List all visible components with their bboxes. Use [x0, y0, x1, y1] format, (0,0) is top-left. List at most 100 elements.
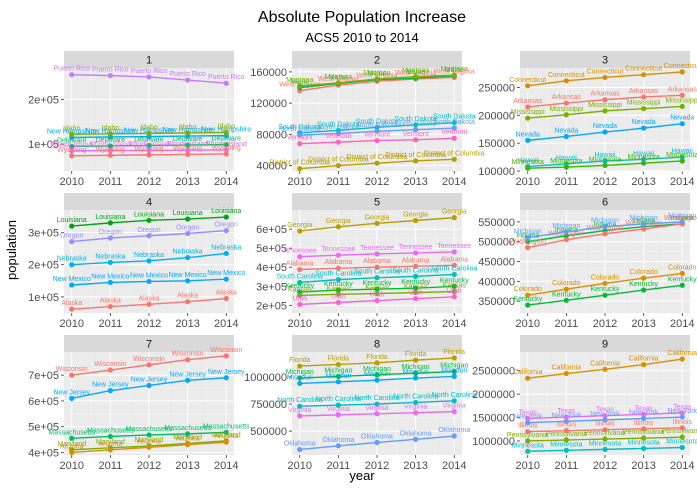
y-tick-label: 5e+05: [256, 243, 287, 255]
data-point: [451, 271, 457, 278]
point-label: Idaho: [63, 125, 81, 132]
data-point: [413, 73, 419, 80]
data-point: [451, 215, 457, 221]
data-point: [69, 262, 75, 268]
data-point: [525, 420, 531, 426]
panel-strip: [292, 335, 462, 352]
point-label: North Carolina: [316, 396, 361, 403]
data-point: [641, 275, 647, 281]
x-tick-label: 2014: [670, 176, 694, 188]
x-tick-label: 2013: [175, 460, 199, 472]
point-label: Texas: [634, 405, 653, 412]
point-label: Massachusetts: [203, 423, 250, 430]
data-point: [525, 165, 531, 171]
point-label: Pennsylvania: [584, 430, 626, 437]
point-label: Kentucky: [285, 283, 314, 290]
data-point: [185, 142, 191, 148]
point-label: New Mexico: [169, 272, 207, 279]
data-point: [297, 292, 303, 299]
x-tick-label: 2012: [593, 460, 617, 472]
point-label: Idaho: [140, 124, 158, 131]
point-label: Kentucky: [668, 276, 697, 283]
data-point: [335, 139, 341, 145]
point-label: Michigan: [363, 366, 391, 373]
point-label: Delaware: [173, 136, 203, 143]
x-tick-label: 2011: [555, 460, 579, 472]
point-label: Arkansas: [668, 86, 697, 93]
data-point: [451, 262, 457, 268]
data-point: [563, 428, 569, 434]
point-label: Florida: [289, 357, 311, 364]
data-point: [335, 277, 341, 283]
data-point: [297, 375, 303, 381]
data-point: [335, 412, 341, 418]
data-point: [679, 92, 685, 98]
series: Alaska Alaska Alaska Alaska Alaska: [61, 290, 237, 312]
point-label: South Dakota: [433, 114, 476, 121]
data-point: [335, 265, 341, 271]
point-label: South Dakota: [279, 124, 322, 131]
point-label: Delaware: [211, 136, 241, 143]
panel-strip-label: 3: [602, 55, 608, 67]
data-point: [525, 415, 531, 422]
x-tick-label: 2010: [515, 460, 539, 472]
point-label: Kansas: [443, 283, 467, 290]
data-point: [185, 151, 191, 158]
point-label: Arkansas: [552, 94, 582, 101]
point-label: South Carolina: [315, 271, 361, 278]
data-point: [146, 147, 152, 153]
point-label: Kentucky: [513, 296, 542, 303]
data-point: [185, 299, 191, 305]
point-label: Texas: [596, 407, 615, 414]
x-tick-label: 2013: [175, 318, 199, 330]
point-label: California: [667, 350, 697, 357]
data-point: [297, 132, 303, 138]
y-tick-label: 750000: [250, 399, 287, 411]
y-tick-label: 4e+05: [256, 262, 287, 274]
data-point: [525, 235, 531, 241]
point-label: Pennsylvania: [661, 428, 697, 435]
point-label: Tennessee: [399, 244, 433, 251]
point-label: Rhode Island: [90, 142, 131, 149]
point-label: South Dakota: [394, 116, 437, 123]
point-label: Connecticut: [548, 72, 585, 79]
data-point: [679, 444, 685, 451]
y-tick-label: 6e+05: [256, 224, 287, 236]
series: Minnesota Minnesota Minnesota Minnesota Minn…: [512, 152, 697, 171]
x-tick-label: 2012: [137, 176, 161, 188]
point-label: Michigan: [668, 213, 696, 220]
panel-5: 5 2010 2011 2012 2013 2014 2e+05 3e+05 4e+05 5e+0…: [256, 193, 478, 330]
point-label: North Dakota: [356, 122, 397, 129]
data-point: [374, 220, 380, 226]
point-label: Arizona: [60, 443, 84, 450]
point-label: Minnesota: [627, 439, 659, 446]
data-point: [335, 224, 341, 230]
point-label: Louisiana: [95, 214, 125, 221]
y-tick-label: 500000: [250, 426, 287, 438]
data-point: [69, 306, 75, 312]
data-point: [107, 279, 113, 286]
point-label: Michigan: [552, 223, 580, 230]
data-point: [297, 254, 303, 260]
y-tick-label: 4e+05: [28, 447, 59, 459]
data-point: [413, 289, 419, 296]
panel-strip-label: 4: [146, 197, 152, 209]
point-label: Minnesota: [666, 439, 697, 446]
data-point: [451, 368, 457, 375]
data-point: [563, 370, 569, 377]
data-point: [335, 443, 341, 449]
data-point: [602, 417, 608, 423]
data-point: [602, 413, 608, 419]
point-label: West Virginia: [318, 76, 359, 83]
data-point: [107, 303, 113, 310]
point-label: Wyoming: [134, 146, 163, 153]
series: Georgia Georgia Georgia Georgia Georgia: [287, 209, 467, 234]
data-point: [223, 276, 229, 282]
data-point: [146, 130, 152, 136]
series: Michigan Michigan Michigan Michigan Michigan: [286, 363, 468, 381]
point-label: Georgia: [403, 211, 428, 218]
chart-title: Absolute Population Increase: [258, 9, 466, 26]
y-tick-label: 3e+05: [256, 281, 287, 293]
point-label: Alabama: [325, 259, 353, 266]
